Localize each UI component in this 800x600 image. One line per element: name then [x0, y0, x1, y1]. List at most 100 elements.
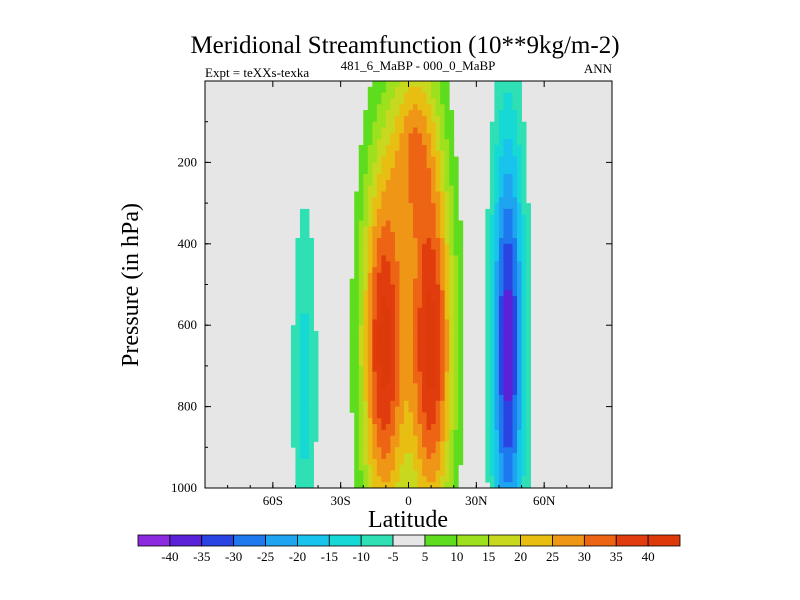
contour-cell [422, 243, 427, 251]
contour-cell [417, 243, 423, 251]
contour-cell [403, 203, 409, 210]
contour-cell [385, 191, 391, 198]
contour-cell [426, 237, 432, 245]
contour-cell [399, 412, 405, 419]
contour-cell [422, 232, 427, 239]
contour-cell [394, 197, 400, 204]
contour-cell [376, 400, 382, 407]
contour-cell [403, 220, 409, 227]
contour-cell [431, 301, 437, 309]
contour-cell [381, 208, 387, 216]
contour-cell [435, 98, 441, 105]
contour-cell [413, 168, 418, 175]
colorbar-label: 25 [546, 549, 559, 564]
contour-cell [358, 301, 364, 309]
contour-cell [372, 365, 378, 373]
contour-cell [399, 284, 405, 291]
contour-cell [299, 447, 305, 454]
contour-cell [417, 418, 423, 425]
contour-cell [453, 174, 459, 181]
contour-cell [367, 301, 373, 309]
contour-cell [426, 424, 432, 431]
contour-cell [363, 121, 369, 128]
contour-cell [489, 365, 495, 373]
contour-cell [422, 272, 427, 280]
contour-cell [363, 360, 369, 367]
contour-cell [367, 406, 373, 413]
contour-cell [385, 174, 391, 181]
contour-cell [521, 133, 527, 140]
contour-cell [394, 429, 400, 437]
contour-cell [367, 272, 373, 280]
contour-cell [403, 441, 409, 448]
contour-cell [381, 197, 387, 204]
contour-cell [394, 191, 400, 198]
contour-cell [385, 162, 391, 169]
contour-cell [435, 133, 441, 140]
contour-cell [485, 400, 491, 407]
contour-cell [435, 272, 441, 280]
contour-cell [299, 278, 305, 285]
contour-cell [517, 336, 522, 344]
contour-cell [290, 354, 296, 361]
contour-cell [295, 377, 301, 384]
colorbar-swatch [456, 534, 490, 547]
contour-cell [376, 127, 382, 134]
contour-cell [408, 348, 414, 355]
contour-cell [426, 226, 432, 233]
contour-cell [449, 261, 455, 268]
contour-cell [431, 144, 437, 152]
contour-cell [422, 86, 427, 94]
contour-cell [431, 179, 437, 187]
contour-cell [440, 325, 446, 332]
contour-cell [394, 482, 400, 489]
contour-cell [299, 412, 305, 419]
contour-cell [417, 162, 423, 169]
contour-cell [422, 319, 427, 326]
contour-cell [426, 325, 432, 332]
contour-cell [358, 394, 364, 402]
contour-cell [358, 418, 364, 425]
contour-cell [385, 336, 391, 344]
contour-cell [435, 284, 441, 291]
contour-cell [403, 110, 409, 117]
contour-cell [390, 249, 396, 256]
contour-cell [372, 429, 378, 437]
contour-cell [363, 278, 369, 285]
contour-cell [498, 104, 504, 111]
experiment-label: Expt = teXXs-texka [205, 65, 309, 80]
contour-cell [449, 203, 455, 210]
contour-cell [431, 406, 437, 413]
contour-cell [381, 325, 387, 332]
contour-cell [390, 92, 396, 99]
contour-cell [498, 179, 504, 187]
contour-cell [354, 418, 360, 425]
contour-cell [372, 307, 378, 314]
contour-cell [512, 453, 518, 460]
contour-cell [376, 453, 382, 460]
contour-cell [507, 383, 513, 390]
contour-cell [431, 150, 437, 157]
contour-cell [521, 319, 527, 326]
contour-cell [299, 331, 305, 338]
colorbar-swatch [615, 534, 649, 547]
contour-cell [363, 179, 369, 187]
contour-cell [376, 243, 382, 251]
contour-cell [444, 412, 450, 419]
contour-cell [394, 424, 400, 431]
contour-cell [376, 162, 382, 169]
contour-cell [458, 348, 464, 355]
contour-cell [372, 435, 378, 442]
contour-cell [367, 441, 373, 448]
contour-cell [399, 267, 405, 274]
contour-cell [394, 115, 400, 123]
contour-cell [358, 325, 364, 332]
contour-cell [489, 133, 495, 140]
contour-cell [363, 470, 369, 477]
colorbar-swatch [328, 534, 362, 547]
contour-cell [408, 115, 414, 123]
contour-cell [426, 272, 432, 280]
contour-cell [354, 412, 360, 419]
contour-cell [444, 208, 450, 216]
contour-cell [408, 394, 414, 402]
